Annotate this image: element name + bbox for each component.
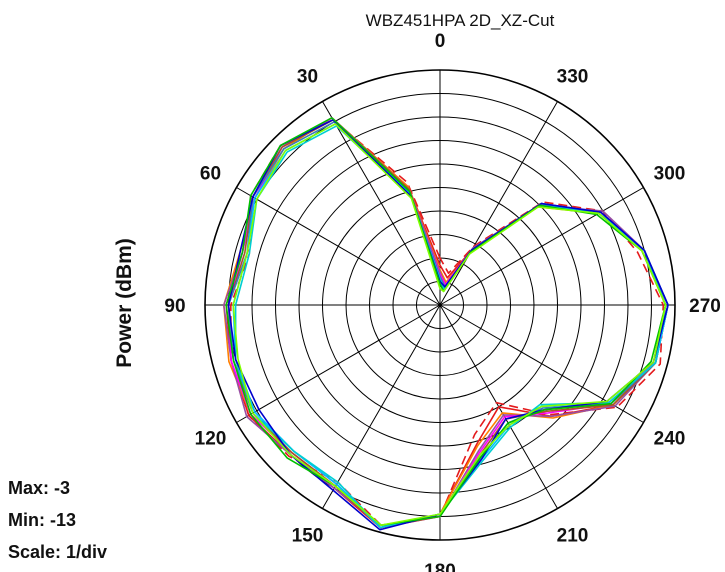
series-line-2 [230, 119, 665, 526]
angle-tick-label: 120 [195, 429, 227, 450]
series-line-10 [227, 119, 669, 531]
chart-title: WBZ451HPA 2D_XZ-Cut [366, 11, 555, 30]
grid-spoke [236, 304, 441, 423]
angle-labels: 0 30 60 90 120 150 180 210 240 270 300 330 [164, 31, 720, 572]
angle-tick-label: 0 [435, 31, 446, 52]
min-readout: Min: -13 [8, 510, 77, 530]
angle-tick-label: 150 [292, 526, 324, 547]
series-line-9 [234, 125, 667, 529]
series-line-1 [225, 119, 667, 529]
series-line-4 [223, 117, 669, 526]
series-line-5 [227, 117, 669, 529]
scale-readout: Scale: 1/div [8, 542, 108, 562]
angle-tick-label: 240 [654, 429, 686, 450]
angle-tick-label: 300 [654, 164, 686, 185]
polar-grid [204, 69, 676, 541]
grid-spoke [439, 101, 558, 306]
series-line-11 [225, 117, 667, 526]
angle-tick-label: 330 [557, 67, 589, 88]
max-readout: Max: -3 [8, 478, 71, 498]
series-line-12 [232, 123, 667, 526]
angle-tick-label: 210 [557, 526, 589, 547]
grid-spoke [236, 187, 441, 306]
series-layer [223, 117, 669, 531]
series-line-6 [227, 119, 669, 529]
grid-spoke [322, 101, 441, 306]
y-axis-label: Power (dBm) [113, 238, 136, 368]
series-line-7 [227, 121, 669, 529]
angle-tick-label: 60 [200, 164, 221, 185]
angle-tick-label: 180 [424, 561, 456, 572]
angle-tick-label: 90 [164, 296, 185, 317]
grid-spoke [439, 187, 644, 306]
grid-spoke [322, 304, 441, 509]
series-line-3 [223, 117, 667, 529]
angle-tick-label: 30 [297, 67, 318, 88]
angle-tick-label: 270 [689, 296, 721, 317]
